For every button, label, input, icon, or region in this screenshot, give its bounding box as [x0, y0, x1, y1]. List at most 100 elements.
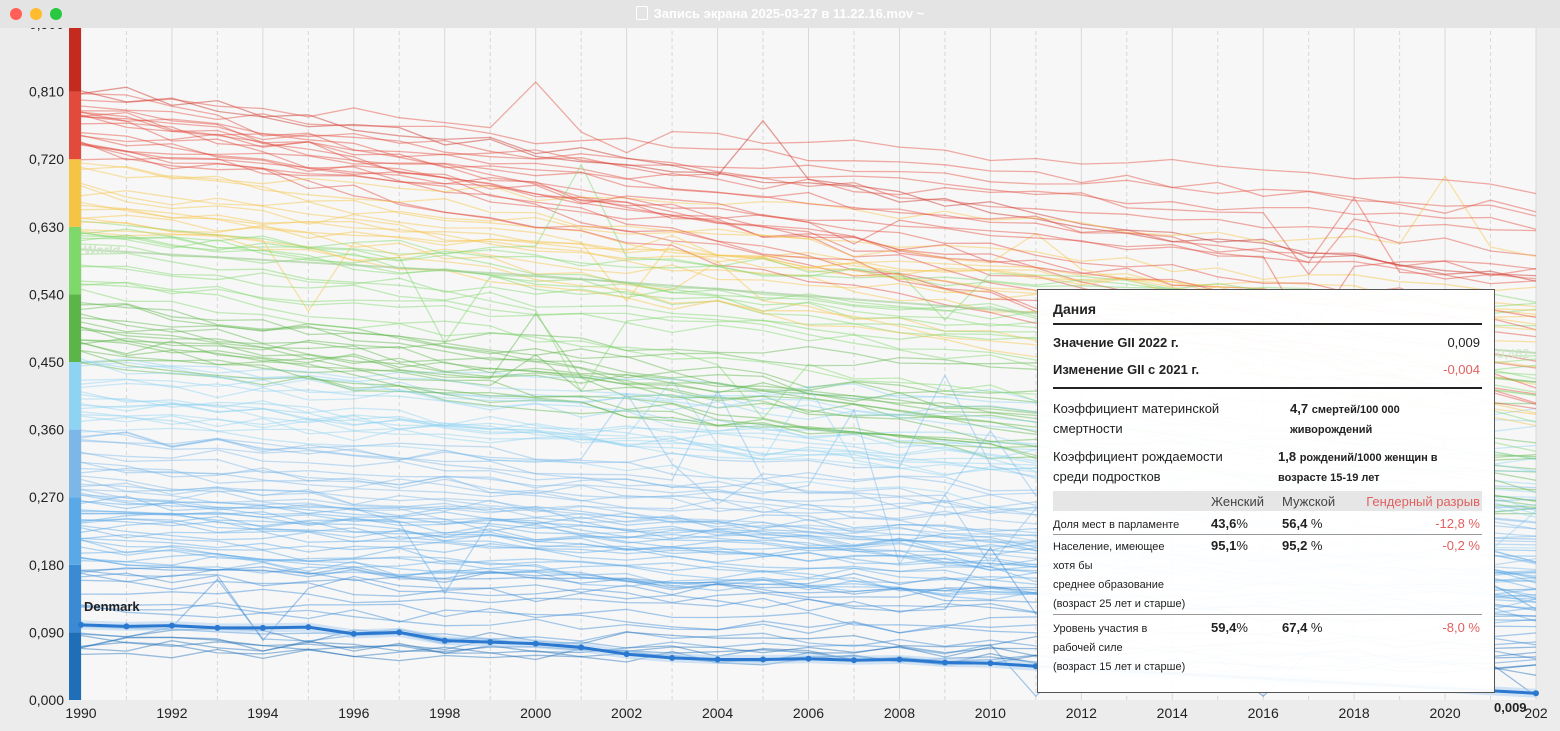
country-line[interactable]	[80, 144, 1537, 230]
country-tooltip: Дания Значение GII 2022 г. 0,009 Изменен…	[1037, 289, 1495, 693]
y-tick-label: 0,360	[29, 422, 64, 438]
y-tick-label: 0,810	[29, 84, 64, 100]
y-tick-label: 0,630	[29, 219, 64, 235]
denmark-point[interactable]	[805, 655, 812, 662]
x-tick-label: 1990	[65, 705, 96, 721]
denmark-end-value: 0,009	[1494, 700, 1527, 715]
y-tick-label: 0,270	[29, 489, 64, 505]
country-line[interactable]	[80, 166, 1537, 258]
x-tick-label: 2020	[1429, 705, 1460, 721]
color-scale-segment	[69, 429, 81, 498]
title-chevron-icon[interactable]: ~	[916, 6, 925, 21]
color-scale-segment	[69, 24, 81, 92]
denmark-point[interactable]	[623, 651, 630, 658]
gap-value: -0,2 %	[1442, 538, 1480, 553]
x-tick-label: 202	[1524, 705, 1548, 721]
denmark-point[interactable]	[123, 623, 130, 630]
x-tick-label: 2014	[1157, 705, 1188, 721]
denmark-point[interactable]	[214, 624, 221, 631]
color-scale-segment	[69, 226, 81, 295]
denmark-point[interactable]	[1533, 690, 1539, 697]
col-male: Мужской	[1282, 494, 1336, 509]
minimize-button[interactable]	[30, 8, 42, 20]
window-title-text: Запись экрана 2025-03-27 в 11.22.16.mov	[653, 6, 914, 21]
zoom-button[interactable]	[50, 8, 62, 20]
country-line[interactable]	[80, 81, 1537, 195]
country-line[interactable]	[80, 235, 1537, 308]
denmark-point[interactable]	[259, 624, 266, 631]
denmark-point[interactable]	[78, 621, 84, 628]
male-value: 95,2 %	[1282, 538, 1323, 553]
country-line[interactable]	[80, 143, 1537, 280]
x-tick-label: 2016	[1248, 705, 1279, 721]
window-titlebar: Запись экрана 2025-03-27 в 11.22.16.mov …	[0, 0, 1560, 28]
row-divider	[1053, 614, 1482, 615]
tooltip-country: Дания	[1053, 301, 1096, 317]
country-line[interactable]	[80, 116, 1537, 257]
country-line[interactable]	[80, 111, 1537, 276]
y-tick-label: 0,000	[29, 692, 64, 708]
y-tick-label: 0,540	[29, 286, 64, 302]
denmark-point[interactable]	[441, 637, 448, 644]
document-icon	[635, 6, 648, 20]
world-label: World	[84, 242, 121, 257]
country-line[interactable]	[80, 189, 1537, 292]
x-tick-label: 2010	[975, 705, 1006, 721]
denmark-point[interactable]	[896, 656, 903, 663]
table-header	[1053, 491, 1482, 511]
gii-change: -0,004	[1443, 362, 1480, 377]
country-line[interactable]	[80, 90, 1537, 282]
close-button[interactable]	[10, 8, 22, 20]
male-value: 56,4 %	[1282, 516, 1323, 531]
window-title: Запись экрана 2025-03-27 в 11.22.16.mov …	[0, 6, 1560, 21]
country-line[interactable]	[80, 217, 1537, 308]
x-tick-label: 2018	[1339, 705, 1370, 721]
y-tick-label: 0,180	[29, 557, 64, 573]
x-tick-label: 2008	[884, 705, 915, 721]
world-end-value: 0,462	[1497, 346, 1530, 361]
female-value: 59,4%	[1211, 620, 1248, 635]
gii-change-label: Изменение GII с 2021 г.	[1053, 362, 1200, 377]
country-line[interactable]	[80, 105, 1537, 217]
denmark-point[interactable]	[578, 644, 585, 651]
country-line[interactable]	[80, 134, 1537, 318]
y-tick-label: 0,720	[29, 151, 64, 167]
x-tick-label: 2000	[520, 705, 551, 721]
denmark-point[interactable]	[669, 654, 676, 661]
denmark-point[interactable]	[941, 659, 948, 666]
color-scale-segment	[69, 294, 81, 362]
x-tick-label: 2012	[1066, 705, 1097, 721]
row-divider	[1053, 534, 1482, 535]
country-line[interactable]	[80, 111, 1537, 285]
denmark-point[interactable]	[168, 622, 175, 629]
col-female: Женский	[1211, 494, 1264, 509]
denmark-point[interactable]	[532, 640, 539, 647]
x-tick-label: 1994	[247, 705, 278, 721]
color-scale-segment	[69, 159, 81, 227]
denmark-point[interactable]	[350, 630, 357, 637]
denmark-point[interactable]	[396, 629, 403, 636]
denmark-point[interactable]	[714, 656, 721, 663]
x-tick-label: 1998	[429, 705, 460, 721]
denmark-point[interactable]	[760, 656, 767, 663]
table-row-label: Уровень участия в рабочей силе (возраст 15…	[1053, 623, 1186, 673]
country-line[interactable]	[80, 86, 1537, 277]
y-tick-label: 0,450	[29, 354, 64, 370]
denmark-point[interactable]	[487, 639, 494, 646]
denmark-point[interactable]	[987, 660, 994, 667]
gap-value: -12,8 %	[1435, 516, 1480, 531]
mmr-label: Коэффициент материнской смертности	[1053, 401, 1220, 436]
denmark-label: Denmark	[84, 599, 140, 614]
denmark-point[interactable]	[305, 624, 312, 631]
abr-label: Коэффициент рождаемости среди подростков	[1053, 449, 1223, 484]
color-scale-segment	[69, 91, 81, 160]
gii-value-label: Значение GII 2022 г.	[1053, 335, 1179, 350]
abr-value: 1,8 рождений/1000 женщин в возрасте 15-1…	[1278, 449, 1438, 484]
color-scale-segment	[69, 564, 81, 633]
gii-value: 0,009	[1447, 335, 1480, 350]
female-value: 95,1%	[1211, 538, 1248, 553]
table-row-label: Доля мест в парламенте	[1053, 519, 1180, 531]
denmark-point[interactable]	[850, 657, 857, 664]
country-line[interactable]	[80, 122, 1537, 270]
country-line[interactable]	[80, 133, 1537, 214]
